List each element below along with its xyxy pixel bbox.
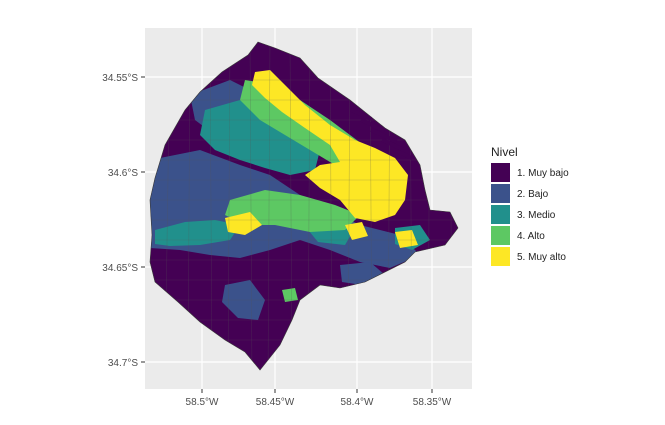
legend-swatch: [491, 205, 510, 224]
y-tick-label: 34.6°S: [108, 168, 138, 179]
tract-boundaries: [150, 42, 458, 370]
legend-label: 2. Bajo: [517, 189, 549, 200]
region-level-3: [200, 100, 320, 175]
region-level-5: [225, 212, 262, 235]
region-level-5: [345, 222, 368, 240]
y-tick-label: 34.65°S: [102, 263, 138, 274]
x-tick-label: 58.45°W: [256, 397, 295, 408]
legend-swatch: [491, 163, 510, 182]
legend-label: 4. Alto: [517, 231, 545, 242]
x-tick-label: 58.5°W: [186, 397, 219, 408]
y-tick-label: 34.55°S: [102, 73, 138, 84]
legend-label: 5. Muy alto: [517, 252, 566, 263]
region-level-3: [155, 220, 240, 246]
city-outline: [149, 41, 459, 371]
legend-swatch: [491, 226, 510, 245]
region-level-2: [222, 280, 265, 320]
region-level-5: [252, 70, 408, 222]
legend-label: 1. Muy bajo: [517, 168, 569, 179]
x-tick-label: 58.4°W: [341, 397, 374, 408]
y-tick-label: 34.7°S: [108, 358, 138, 369]
axis-ticks: [141, 76, 433, 393]
region-level-4: [282, 288, 298, 302]
legend-swatch: [491, 247, 510, 266]
port-docks: [350, 108, 414, 161]
legend-label: 3. Medio: [517, 210, 556, 221]
x-tick-label: 58.35°W: [413, 397, 452, 408]
legend: Nivel 1. Muy bajo 2. Bajo 3. Medio 4. Al…: [491, 145, 569, 266]
legend-swatch: [491, 184, 510, 203]
region-level-5: [395, 230, 418, 248]
legend-title: Nivel: [491, 145, 518, 159]
